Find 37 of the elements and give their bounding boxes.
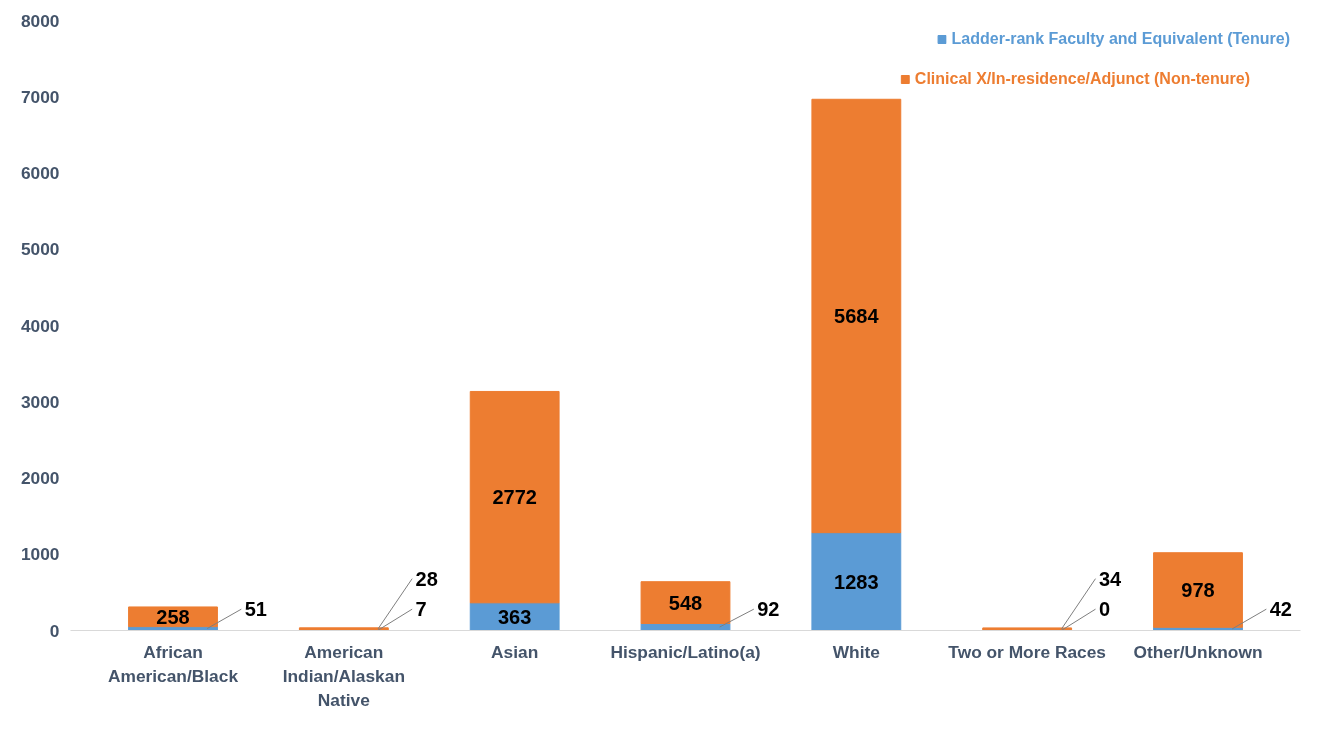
y-tick-label: 7000 [20, 86, 60, 107]
data-label: 28 [415, 567, 438, 590]
legend-label: Ladder-rank Faculty and Equivalent (Tenure) [951, 30, 1290, 48]
bar [811, 532, 902, 631]
y-tick-label: 3000 [20, 391, 60, 412]
y-tick-label: 4000 [20, 315, 60, 336]
x-tick-label: Hispanic/Latino(a) [610, 641, 761, 662]
data-label: 34 [1098, 567, 1123, 590]
data-label: 51 [244, 598, 267, 621]
legend-label: Clinical X/In-residence/Adjunct (Non-tenure) [914, 70, 1250, 88]
y-tick-label: 8000 [20, 10, 60, 31]
data-label: 0 [1098, 598, 1111, 621]
x-tick-label: White [832, 641, 881, 662]
bar [469, 390, 560, 604]
bar [811, 98, 902, 534]
x-tick-label: American Indian/Alaskan Native [282, 641, 405, 710]
y-tick-label: 1000 [20, 544, 60, 565]
y-tick-label: 6000 [20, 163, 60, 183]
data-label: 548 [668, 591, 703, 614]
data-label: 5684 [834, 304, 880, 327]
data-label: 2772 [492, 486, 537, 509]
data-label: 7 [415, 598, 427, 621]
data-label: 363 [497, 605, 532, 628]
x-tick-label: Asian [491, 641, 539, 662]
bar [640, 581, 731, 624]
data-label: 1283 [834, 570, 879, 593]
x-tick-label: African American/Black [107, 641, 239, 686]
data-label: 978 [1181, 579, 1215, 602]
y-tick-label: 2000 [20, 468, 60, 488]
bar [1153, 552, 1243, 628]
y-tick-label: 0 [49, 620, 60, 641]
data-label: 258 [156, 605, 190, 628]
data-label: 92 [757, 598, 780, 621]
y-tick-label: 5000 [20, 239, 60, 260]
x-tick-label: Two or More Races [948, 641, 1106, 662]
data-label: 42 [1269, 598, 1292, 621]
x-tick-label: Other/Unknown [1133, 641, 1263, 662]
